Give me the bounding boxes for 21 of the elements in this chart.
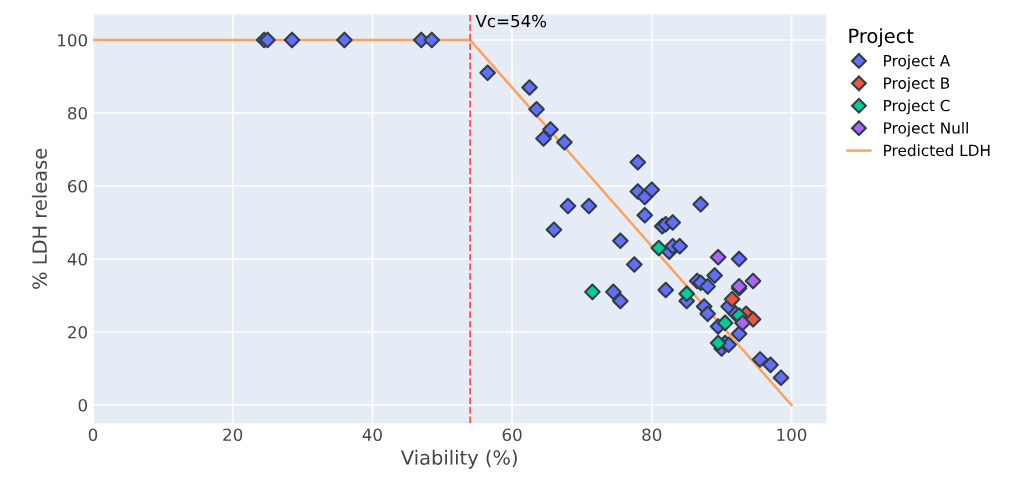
ref-line-label: Vc=54% [475, 14, 547, 28]
y-tick-label: 80 [68, 106, 87, 120]
legend-label: Predicted LDH [884, 144, 990, 157]
x-tick-label: 40 [362, 428, 382, 442]
legend-title: Project [849, 28, 914, 47]
y-tick-label: 60 [68, 179, 87, 193]
legend-label: Project C [884, 99, 950, 115]
y-tick-label: 100 [58, 33, 87, 47]
y-tick-label: 40 [67, 252, 87, 266]
legend-label: Project A [884, 54, 951, 70]
x-tick-label: 0 [88, 428, 98, 442]
y-tick-label: 20 [68, 325, 87, 339]
legend-label: Project B [884, 77, 950, 92]
x-axis-title: Viability (%) [400, 449, 517, 469]
legend-label: Project Null [884, 121, 968, 137]
y-tick-label: 0 [78, 398, 87, 412]
x-tick-label: 80 [642, 428, 662, 442]
y-axis-title: % LDH release [31, 148, 47, 289]
x-tick-label: 100 [777, 428, 807, 442]
x-tick-label: 20 [223, 428, 243, 442]
x-tick-label: 60 [502, 428, 522, 442]
